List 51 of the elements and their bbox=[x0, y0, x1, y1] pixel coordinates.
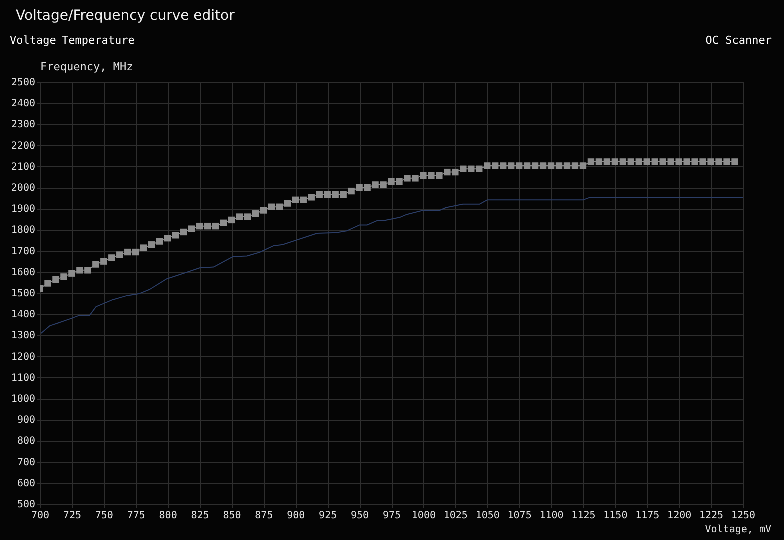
y-tick-label: 800 bbox=[17, 436, 36, 448]
text: Temperature bbox=[62, 34, 135, 47]
chart-title: Voltage/Frequency curve editor bbox=[16, 8, 236, 24]
x-tick-label: 925 bbox=[319, 510, 338, 522]
y-tick-label: 1000 bbox=[11, 394, 36, 405]
x-tick-label: 1000 bbox=[412, 510, 436, 522]
y-tick-label: 900 bbox=[17, 415, 36, 426]
x-tick-label: 1200 bbox=[668, 510, 692, 522]
x-tick-label: 775 bbox=[127, 510, 146, 522]
x-tick-label: 850 bbox=[223, 510, 242, 522]
x-axis-title: Voltage, mV bbox=[705, 524, 772, 536]
x-tick-label: 700 bbox=[31, 510, 50, 522]
y-tick-label: 1100 bbox=[11, 372, 36, 384]
y-tick-label: 1900 bbox=[11, 204, 36, 216]
y-tick-label: 2000 bbox=[11, 183, 36, 194]
x-tick-label: 1250 bbox=[731, 510, 756, 522]
x-tick-label: 1175 bbox=[636, 510, 660, 522]
x-tick-label: 950 bbox=[351, 510, 370, 522]
y-tick-label: 1700 bbox=[11, 246, 36, 258]
y-tick-label: 600 bbox=[17, 478, 36, 490]
x-tick-label: 725 bbox=[63, 510, 82, 522]
x-tick-label: 1025 bbox=[444, 510, 468, 522]
x-tick-label: 1100 bbox=[540, 510, 564, 522]
y-tick-label: 1400 bbox=[11, 310, 36, 321]
x-tick-label: 750 bbox=[95, 510, 114, 522]
x-tick-label: 1150 bbox=[604, 510, 628, 522]
x-tick-label: 1075 bbox=[508, 510, 532, 522]
y-tick-label: 2500 bbox=[11, 78, 36, 88]
y-tick-label: 1300 bbox=[11, 330, 36, 342]
y-tick-label: 2400 bbox=[11, 98, 36, 110]
y-tick-label: 2300 bbox=[11, 120, 36, 131]
x-tick-label: 875 bbox=[255, 510, 274, 522]
y-tick-label: 700 bbox=[17, 457, 36, 468]
y-tick-label: 1200 bbox=[11, 352, 36, 363]
y-tick-label: 1500 bbox=[11, 288, 36, 300]
x-tick-label: 800 bbox=[159, 510, 178, 522]
text: OC Scanner bbox=[706, 34, 772, 47]
x-tick-label: 900 bbox=[287, 510, 306, 522]
x-tick-label: 975 bbox=[382, 510, 402, 522]
text: Voltage bbox=[10, 34, 56, 47]
x-tick-label: 1225 bbox=[700, 510, 724, 522]
y-axis-title: Frequency, MHz bbox=[40, 60, 134, 74]
y-tick-label: 500 bbox=[17, 500, 36, 510]
line-series bbox=[40, 197, 743, 334]
y-tick-label: 1600 bbox=[11, 267, 36, 278]
x-tick-label: 825 bbox=[191, 510, 210, 522]
y-tick-label: 2100 bbox=[11, 162, 36, 173]
y-tick-label: 2200 bbox=[11, 140, 36, 152]
x-tick-label: 1050 bbox=[476, 510, 500, 522]
x-tick-label: 1125 bbox=[572, 510, 596, 522]
y-tick-label: 1800 bbox=[11, 225, 36, 236]
